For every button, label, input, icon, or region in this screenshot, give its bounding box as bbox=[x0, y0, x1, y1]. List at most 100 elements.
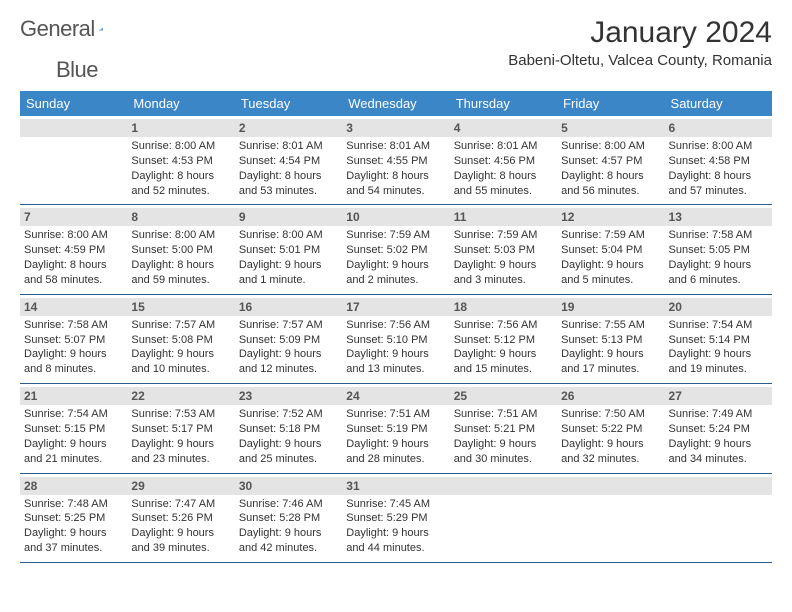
day-number: 4 bbox=[450, 119, 557, 137]
sunrise-text: Sunrise: 8:00 AM bbox=[669, 139, 768, 154]
sunset-text: Sunset: 5:29 PM bbox=[346, 511, 445, 526]
daylight-text: Daylight: 9 hours and 37 minutes. bbox=[24, 526, 123, 556]
sunset-text: Sunset: 5:01 PM bbox=[239, 243, 338, 258]
daylight-text: Daylight: 8 hours and 54 minutes. bbox=[346, 169, 445, 199]
calendar-day-cell: 26Sunrise: 7:50 AMSunset: 5:22 PMDayligh… bbox=[557, 384, 664, 472]
brand-word1: General bbox=[20, 16, 95, 42]
sunrise-text: Sunrise: 7:54 AM bbox=[24, 407, 123, 422]
calendar-day-cell: 10Sunrise: 7:59 AMSunset: 5:02 PMDayligh… bbox=[342, 205, 449, 293]
calendar-week-row: 28Sunrise: 7:48 AMSunset: 5:25 PMDayligh… bbox=[20, 474, 772, 563]
calendar-day-cell: 30 Sunrise: 7:46 AMSunset: 5:28 PMDayligh… bbox=[235, 474, 342, 562]
daylight-text: Daylight: 9 hours and 19 minutes. bbox=[669, 347, 768, 377]
daylight-text: Daylight: 9 hours and 15 minutes. bbox=[454, 347, 553, 377]
sunrise-text: Sunrise: 8:01 AM bbox=[239, 139, 338, 154]
sunrise-text: Sunrise: 7:57 AM bbox=[239, 318, 338, 333]
weekday-header-row: Sunday Monday Tuesday Wednesday Thursday… bbox=[20, 91, 772, 116]
sunset-text: Sunset: 4:58 PM bbox=[669, 154, 768, 169]
calendar-day-cell: 20Sunrise: 7:54 AMSunset: 5:14 PMDayligh… bbox=[665, 295, 772, 383]
calendar-day-cell: 27Sunrise: 7:49 AMSunset: 5:24 PMDayligh… bbox=[665, 384, 772, 472]
daylight-text: Daylight: 8 hours and 55 minutes. bbox=[454, 169, 553, 199]
brand-word2: Blue bbox=[56, 57, 98, 82]
calendar-day-cell: 19Sunrise: 7:55 AMSunset: 5:13 PMDayligh… bbox=[557, 295, 664, 383]
calendar-day-cell: 31Sunrise: 7:45 AMSunset: 5:29 PMDayligh… bbox=[342, 474, 449, 562]
sunrise-text: Sunrise: 7:50 AM bbox=[561, 407, 660, 422]
day-number bbox=[20, 119, 127, 137]
sunrise-text: Sunrise: 7:46 AM bbox=[239, 497, 338, 512]
calendar-day-cell: 17Sunrise: 7:56 AMSunset: 5:10 PMDayligh… bbox=[342, 295, 449, 383]
daylight-text: Daylight: 9 hours and 39 minutes. bbox=[131, 526, 230, 556]
sunset-text: Sunset: 4:55 PM bbox=[346, 154, 445, 169]
daylight-text: Daylight: 9 hours and 42 minutes. bbox=[239, 526, 338, 556]
calendar-day-cell bbox=[557, 474, 664, 562]
sunset-text: Sunset: 4:57 PM bbox=[561, 154, 660, 169]
sunrise-text: Sunrise: 7:56 AM bbox=[454, 318, 553, 333]
sunrise-text: Sunrise: 7:45 AM bbox=[346, 497, 445, 512]
sunset-text: Sunset: 4:59 PM bbox=[24, 243, 123, 258]
day-number: 19 bbox=[557, 298, 664, 316]
day-number: 15 bbox=[127, 298, 234, 316]
daylight-text: Daylight: 9 hours and 5 minutes. bbox=[561, 258, 660, 288]
daylight-text: Daylight: 9 hours and 13 minutes. bbox=[346, 347, 445, 377]
calendar-week-row: 14Sunrise: 7:58 AMSunset: 5:07 PMDayligh… bbox=[20, 295, 772, 384]
logo-triangle-icon bbox=[99, 20, 103, 38]
sunset-text: Sunset: 5:19 PM bbox=[346, 422, 445, 437]
daylight-text: Daylight: 9 hours and 2 minutes. bbox=[346, 258, 445, 288]
weekday-header: Tuesday bbox=[235, 91, 342, 116]
sunset-text: Sunset: 5:04 PM bbox=[561, 243, 660, 258]
sunrise-text: Sunrise: 7:59 AM bbox=[346, 228, 445, 243]
day-number: 31 bbox=[342, 477, 449, 495]
day-number: 16 bbox=[235, 298, 342, 316]
day-number: 9 bbox=[235, 208, 342, 226]
sunset-text: Sunset: 5:03 PM bbox=[454, 243, 553, 258]
calendar-day-cell: 8Sunrise: 8:00 AMSunset: 5:00 PMDaylight… bbox=[127, 205, 234, 293]
calendar-day-cell: 28Sunrise: 7:48 AMSunset: 5:25 PMDayligh… bbox=[20, 474, 127, 562]
sunset-text: Sunset: 5:15 PM bbox=[24, 422, 123, 437]
day-number: 23 bbox=[235, 387, 342, 405]
daylight-text: Daylight: 8 hours and 56 minutes. bbox=[561, 169, 660, 199]
day-number: 26 bbox=[557, 387, 664, 405]
daylight-text: Daylight: 9 hours and 17 minutes. bbox=[561, 347, 660, 377]
sunset-text: Sunset: 5:28 PM bbox=[239, 511, 338, 526]
day-number: 18 bbox=[450, 298, 557, 316]
day-number: 17 bbox=[342, 298, 449, 316]
calendar-day-cell: 18Sunrise: 7:56 AMSunset: 5:12 PMDayligh… bbox=[450, 295, 557, 383]
sunset-text: Sunset: 5:25 PM bbox=[24, 511, 123, 526]
calendar-day-cell: 2Sunrise: 8:01 AMSunset: 4:54 PMDaylight… bbox=[235, 116, 342, 204]
daylight-text: Daylight: 9 hours and 32 minutes. bbox=[561, 437, 660, 467]
weekday-header: Saturday bbox=[665, 91, 772, 116]
sunset-text: Sunset: 5:26 PM bbox=[131, 511, 230, 526]
calendar-week-row: 21Sunrise: 7:54 AMSunset: 5:15 PMDayligh… bbox=[20, 384, 772, 473]
day-number: 30 bbox=[235, 477, 342, 495]
day-number: 24 bbox=[342, 387, 449, 405]
day-number: 7 bbox=[20, 208, 127, 226]
calendar-day-cell: 6Sunrise: 8:00 AMSunset: 4:58 PMDaylight… bbox=[665, 116, 772, 204]
sunrise-text: Sunrise: 7:51 AM bbox=[346, 407, 445, 422]
sunrise-text: Sunrise: 7:58 AM bbox=[669, 228, 768, 243]
calendar-day-cell: 11Sunrise: 7:59 AMSunset: 5:03 PMDayligh… bbox=[450, 205, 557, 293]
calendar-day-cell bbox=[665, 474, 772, 562]
daylight-text: Daylight: 8 hours and 58 minutes. bbox=[24, 258, 123, 288]
calendar-day-cell: 12 Sunrise: 7:59 AMSunset: 5:04 PMDayligh… bbox=[557, 205, 664, 293]
sunset-text: Sunset: 5:00 PM bbox=[131, 243, 230, 258]
day-number bbox=[450, 477, 557, 495]
day-number bbox=[557, 477, 664, 495]
day-number: 20 bbox=[665, 298, 772, 316]
sunrise-text: Sunrise: 7:58 AM bbox=[24, 318, 123, 333]
sunrise-text: Sunrise: 7:56 AM bbox=[346, 318, 445, 333]
sunset-text: Sunset: 5:13 PM bbox=[561, 333, 660, 348]
day-number: 22 bbox=[127, 387, 234, 405]
daylight-text: Daylight: 9 hours and 3 minutes. bbox=[454, 258, 553, 288]
brand-logo: General bbox=[20, 16, 125, 42]
sunset-text: Sunset: 5:18 PM bbox=[239, 422, 338, 437]
sunrise-text: Sunrise: 8:01 AM bbox=[346, 139, 445, 154]
sunset-text: Sunset: 5:08 PM bbox=[131, 333, 230, 348]
sunrise-text: Sunrise: 7:51 AM bbox=[454, 407, 553, 422]
sunrise-text: Sunrise: 7:59 AM bbox=[561, 228, 660, 243]
day-number: 27 bbox=[665, 387, 772, 405]
daylight-text: Daylight: 8 hours and 59 minutes. bbox=[131, 258, 230, 288]
day-number: 12 bbox=[557, 208, 664, 226]
sunset-text: Sunset: 5:24 PM bbox=[669, 422, 768, 437]
sunrise-text: Sunrise: 7:52 AM bbox=[239, 407, 338, 422]
sunrise-text: Sunrise: 8:00 AM bbox=[239, 228, 338, 243]
day-number: 29 bbox=[127, 477, 234, 495]
